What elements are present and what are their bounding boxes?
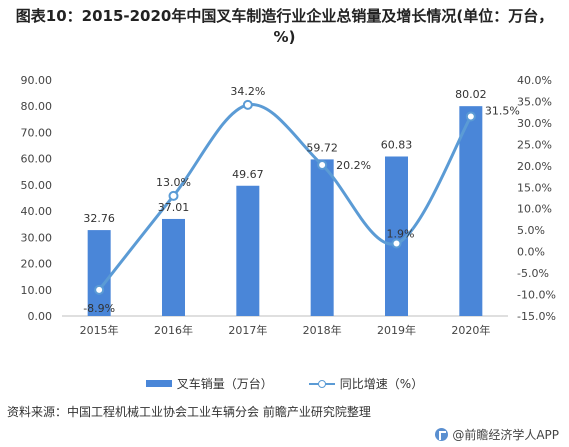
brand-logo-icon <box>435 428 449 441</box>
brand-credit: @前瞻经济学人APP <box>435 426 559 443</box>
bar-value-label: 32.76 <box>83 212 115 225</box>
left-tick-label: 0.00 <box>28 310 53 323</box>
bar <box>87 230 111 316</box>
left-tick-label: 10.00 <box>21 284 53 297</box>
right-tick-label: 35.0% <box>517 95 552 108</box>
axes: 0.00 10.00 20.00 30.00 40.00 50.00 60.00 70.00 8… <box>21 74 556 337</box>
legend-item-sales: 叉车销量（万台） <box>145 375 273 392</box>
bar <box>310 159 334 316</box>
right-tick-label: 25.0% <box>517 138 552 151</box>
left-tick-label: 30.00 <box>21 231 53 244</box>
bar <box>162 218 185 316</box>
growth-point <box>94 284 105 295</box>
right-tick-label: 30.0% <box>517 117 552 130</box>
chart-title: 图表10：2015-2020年中国叉车制造行业企业总销量及增长情况(单位：万台，… <box>15 7 554 46</box>
bar-series <box>87 106 483 317</box>
bar-value-label: 59.72 <box>306 141 338 154</box>
x-tick-label: 2017年 <box>228 323 267 337</box>
bar-value-label: 49.67 <box>232 168 264 181</box>
growth-point <box>391 238 402 249</box>
data-labels: 32.76 37.01 49.67 59.72 60.83 80.02 -8.9% 13.0%… <box>83 85 520 315</box>
right-tick-label: 5.0% <box>517 224 545 237</box>
left-tick-label: 50.00 <box>21 179 53 192</box>
right-tick-label: -5.0% <box>517 267 549 280</box>
bar-value-label: 80.02 <box>455 88 487 101</box>
left-tick-label: 40.00 <box>21 205 53 218</box>
bar <box>459 106 483 317</box>
x-tick-label: 2018年 <box>303 323 342 337</box>
x-tick-label: 2020年 <box>451 323 490 337</box>
legend-swatch-bar <box>145 380 172 387</box>
legend-item-growth: 同比增速（%） <box>308 375 424 392</box>
left-tick-label: 20.00 <box>21 258 53 271</box>
right-tick-label: 0.0% <box>517 246 545 259</box>
right-tick-label: -15.0% <box>517 310 556 323</box>
bar-value-label: 37.01 <box>158 201 190 214</box>
source-note: 资料来源：中国工程机械工业协会工业车辆分会 前瞻产业研究院整理 <box>7 405 371 419</box>
growth-line <box>97 103 473 291</box>
growth-point <box>465 111 476 122</box>
growth-point <box>242 99 253 110</box>
left-tick-label: 70.00 <box>21 126 53 139</box>
legend-swatch-line <box>308 378 335 390</box>
right-tick-label: 15.0% <box>517 181 552 194</box>
brand-text: @前瞻经济学人APP <box>452 428 559 442</box>
left-tick-label: 90.00 <box>21 74 53 87</box>
growth-point <box>317 159 328 170</box>
bar <box>236 185 260 316</box>
right-tick-label: -10.0% <box>517 289 556 302</box>
left-tick-label: 60.00 <box>21 153 53 166</box>
bar <box>385 156 408 316</box>
bar-value-label: 60.83 <box>381 138 413 151</box>
right-tick-label: 10.0% <box>517 203 552 216</box>
line-value-label: 1.9% <box>387 227 415 240</box>
line-value-label: 20.2% <box>336 159 371 172</box>
legend-label-growth: 同比增速（%） <box>339 377 424 391</box>
line-value-label: 34.2% <box>230 85 265 98</box>
line-value-label: 13.0% <box>156 176 191 189</box>
left-tick-label: 80.00 <box>21 100 53 113</box>
line-value-label: -8.9% <box>83 302 115 315</box>
growth-point <box>168 190 179 201</box>
line-series <box>94 99 476 295</box>
line-value-label: 31.5% <box>485 104 520 117</box>
right-tick-label: 20.0% <box>517 160 552 173</box>
right-tick-label: 40.0% <box>517 74 552 87</box>
x-tick-label: 2016年 <box>154 323 193 337</box>
legend-label-sales: 叉车销量（万台） <box>176 377 273 391</box>
x-tick-label: 2019年 <box>377 323 416 337</box>
x-tick-label: 2015年 <box>80 323 119 337</box>
legend: 叉车销量（万台） 同比增速（%） <box>0 375 569 392</box>
